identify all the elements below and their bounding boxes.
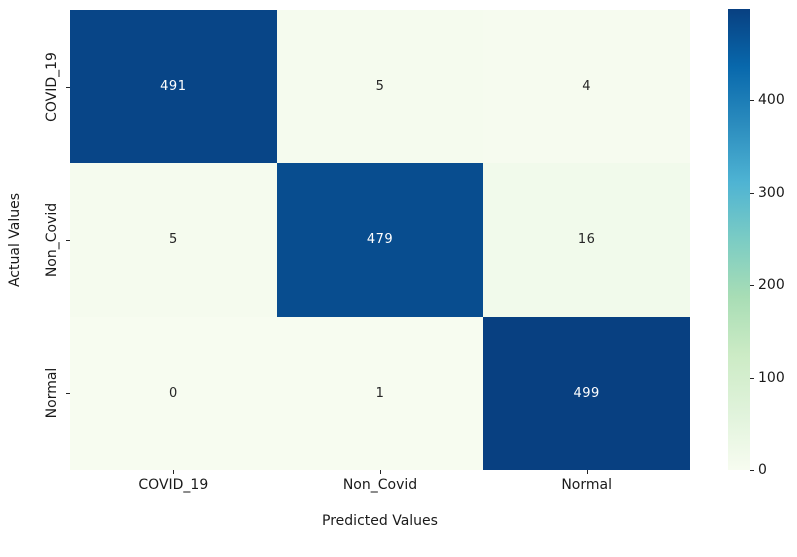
x-tick-label: Normal bbox=[561, 477, 612, 493]
heatmap-plot-area: 491 5 4 5 479 16 0 1 499 bbox=[70, 10, 690, 470]
cell-annotation: 16 bbox=[577, 232, 596, 248]
cell-annotation: 1 bbox=[375, 385, 385, 401]
heatmap-cell: 16 bbox=[483, 163, 690, 317]
cell-annotation: 5 bbox=[375, 79, 385, 95]
colorbar-tick-mark bbox=[750, 100, 754, 102]
colorbar-tick-label: 100 bbox=[758, 369, 785, 386]
y-tick-label: Non_Covid bbox=[44, 202, 60, 278]
colorbar-tick-mark bbox=[750, 192, 754, 194]
cell-annotation: 4 bbox=[582, 79, 592, 95]
y-axis-tick-mark bbox=[66, 86, 70, 88]
x-axis-title: Predicted Values bbox=[322, 513, 438, 529]
heatmap-cell: 491 bbox=[70, 10, 277, 164]
x-axis-tick-mark bbox=[380, 470, 381, 474]
heatmap-cell: 1 bbox=[276, 316, 484, 470]
cell-annotation: 5 bbox=[168, 232, 178, 248]
cell-annotation: 491 bbox=[160, 79, 187, 95]
colorbar-tick-label: 0 bbox=[758, 462, 767, 478]
heatmap-cell: 499 bbox=[483, 316, 690, 470]
cell-annotation: 479 bbox=[366, 232, 394, 248]
x-tick-label: Non_Covid bbox=[342, 477, 418, 493]
colorbar-tick-mark bbox=[750, 470, 754, 471]
x-tick-label: COVID_19 bbox=[138, 477, 209, 493]
heatmap-cell: 5 bbox=[276, 10, 484, 164]
y-axis-tick-mark bbox=[66, 240, 70, 241]
y-tick-label: COVID_19 bbox=[44, 51, 60, 122]
x-axis-tick-mark bbox=[586, 470, 588, 474]
colorbar bbox=[728, 9, 750, 470]
x-axis-tick-mark bbox=[173, 470, 175, 474]
heatmap-cell: 0 bbox=[70, 316, 277, 470]
cell-annotation: 0 bbox=[168, 385, 178, 401]
heatmap-cell: 4 bbox=[483, 10, 690, 164]
heatmap-cell: 5 bbox=[70, 163, 277, 317]
colorbar-tick-label: 400 bbox=[758, 92, 785, 109]
y-tick-label: Normal bbox=[44, 368, 60, 419]
colorbar-tick-label: 200 bbox=[758, 277, 785, 294]
cell-annotation: 499 bbox=[573, 385, 600, 401]
colorbar-tick-mark bbox=[750, 377, 754, 379]
colorbar-tick-mark bbox=[750, 285, 754, 287]
colorbar-tick-label: 300 bbox=[758, 184, 785, 201]
y-axis-title: Actual Values bbox=[7, 192, 23, 288]
y-axis-tick-mark bbox=[66, 393, 70, 395]
heatmap-cell: 479 bbox=[276, 163, 484, 317]
